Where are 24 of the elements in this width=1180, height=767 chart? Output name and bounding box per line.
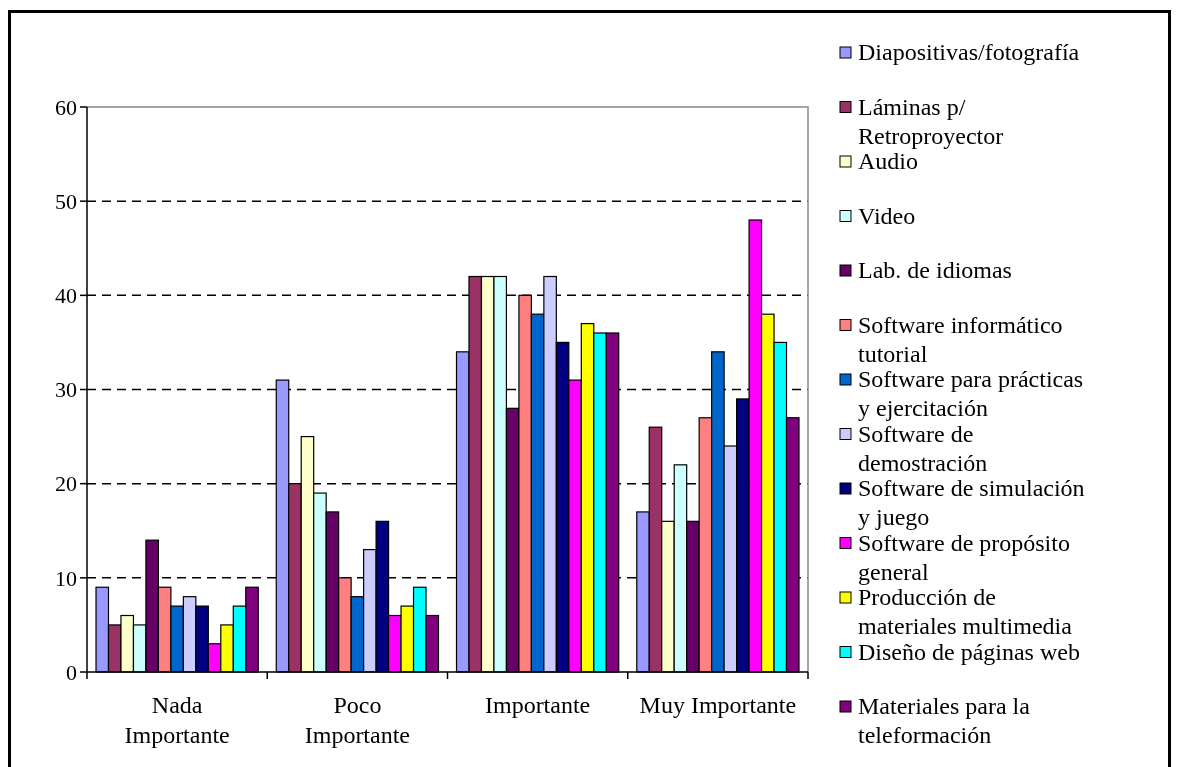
legend-label: Audio [858,148,918,174]
legend-label: Software de propósito general [858,529,1070,585]
y-tick-label: 30 [55,377,77,403]
legend-label: Diseño de páginas web [858,638,1080,665]
x-tick-label: Importante [484,692,591,718]
legend-label: Diapositivas/fotografía [858,39,1080,65]
legend-label: Software informático tutorial [858,311,1063,367]
legend-label: Software para prácticas y ejercitación [858,366,1084,421]
legend-label: Software de demostración [858,420,988,476]
y-tick-label: 40 [55,283,77,309]
x-tick-label: Muy Importante [639,692,797,718]
legend-label: Video [858,202,916,229]
legend-label: Producción de materiales multimedia [858,584,1073,639]
y-tick-label: 20 [55,471,77,497]
x-tick-label: Poco Importante [304,692,411,748]
legend-label: Software de simulación y juego [858,475,1085,530]
x-tick-label: Nada Importante [124,692,230,748]
legend-label: Láminas p/ Retroproyector [858,93,1004,149]
y-tick-label: 0 [66,659,77,685]
legend-label: Lab. de idiomas [858,257,1012,283]
legend-label: Materiales para la teleformación [858,693,1031,748]
y-tick-label: 60 [55,94,77,120]
y-tick-label: 50 [55,188,77,214]
y-tick-label: 10 [55,565,77,591]
